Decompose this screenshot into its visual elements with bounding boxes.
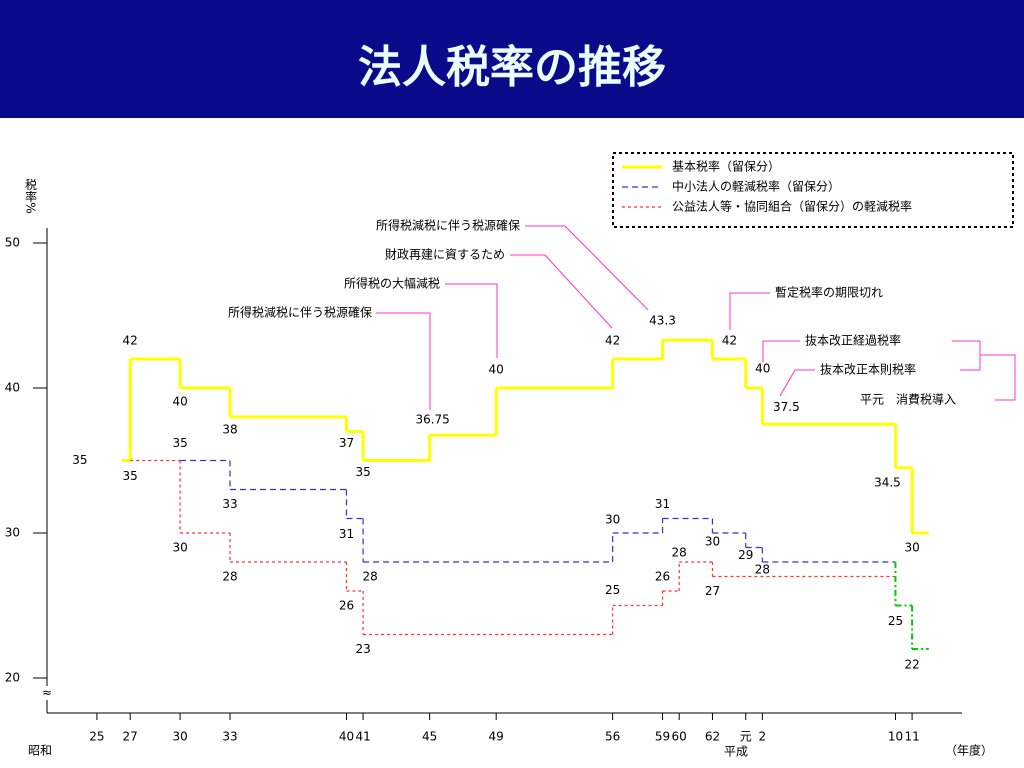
legend-label: 中小法人の軽減税率（留保分） bbox=[672, 179, 840, 194]
data-label: 34.5 bbox=[874, 475, 901, 489]
annotation: 暫定税率の期限切れ bbox=[775, 285, 883, 300]
callout bbox=[779, 369, 815, 397]
data-label: 37 bbox=[339, 436, 354, 450]
data-label: 42 bbox=[123, 334, 138, 348]
data-label: 37.5 bbox=[773, 400, 800, 414]
y-tick-label: 50 bbox=[5, 236, 20, 250]
data-label: 42 bbox=[605, 334, 620, 348]
annotation: 抜本改正経過税率 bbox=[805, 333, 901, 348]
data-label: 30 bbox=[705, 535, 720, 549]
data-label: 25 bbox=[605, 583, 620, 597]
data-label: 36.75 bbox=[415, 413, 449, 427]
callout bbox=[445, 283, 498, 358]
data-label: 30 bbox=[904, 541, 919, 555]
y-tick-label: 30 bbox=[5, 526, 20, 540]
x-tick-label: 2 bbox=[759, 730, 767, 744]
data-label: 27 bbox=[705, 584, 720, 598]
data-label: 28 bbox=[755, 563, 770, 577]
x-tick-label: 60 bbox=[672, 730, 687, 744]
data-label: 26 bbox=[339, 599, 354, 613]
legend-label: 基本税率（留保分） bbox=[672, 159, 780, 174]
x-axis-label: （年度） bbox=[945, 743, 993, 758]
y-tick-label: 20 bbox=[5, 671, 20, 685]
data-label: 40 bbox=[489, 363, 504, 377]
era-label: 平成 bbox=[724, 745, 748, 759]
annotation: 抜本改正本則税率 bbox=[820, 362, 916, 377]
callout bbox=[510, 254, 613, 329]
era-label: 昭和 bbox=[28, 744, 52, 758]
bracket bbox=[980, 354, 1016, 401]
callout bbox=[525, 225, 649, 311]
x-tick-label: 27 bbox=[123, 730, 138, 744]
callout bbox=[762, 340, 800, 362]
annotation: 財政再建に資するため bbox=[385, 247, 505, 262]
x-tick-label: 62 bbox=[705, 730, 720, 744]
data-label: 28 bbox=[672, 546, 687, 560]
data-label: 23 bbox=[355, 642, 370, 656]
x-tick-label: 元 bbox=[740, 730, 752, 744]
data-label: 31 bbox=[655, 497, 670, 511]
x-tick-label: 41 bbox=[355, 730, 370, 744]
annotation: 所得税の大幅減税 bbox=[344, 276, 440, 291]
data-label: 35 bbox=[123, 469, 138, 483]
data-label: 30 bbox=[172, 541, 187, 555]
axis-break: ≈ bbox=[42, 686, 52, 700]
callout bbox=[729, 292, 770, 330]
data-label: 35 bbox=[172, 436, 187, 450]
data-label: 38 bbox=[222, 423, 237, 437]
x-tick-label: 25 bbox=[89, 730, 104, 744]
x-tick-label: 33 bbox=[222, 730, 237, 744]
data-label: 30 bbox=[605, 513, 620, 527]
x-tick-label: 45 bbox=[422, 730, 437, 744]
x-tick-label: 49 bbox=[489, 730, 504, 744]
data-label: 28 bbox=[222, 570, 237, 584]
title: 法人税率の推移 bbox=[358, 42, 666, 93]
callout bbox=[376, 312, 431, 410]
data-label: 26 bbox=[655, 570, 670, 584]
data-label: 42 bbox=[722, 334, 737, 348]
legend-box bbox=[612, 152, 1014, 228]
data-label: 29 bbox=[738, 548, 753, 562]
data-label: 35 bbox=[355, 465, 370, 479]
x-tick-label: 10 bbox=[888, 730, 903, 744]
data-label: 43.3 bbox=[649, 314, 676, 328]
data-label: 28 bbox=[362, 570, 377, 584]
bracket bbox=[952, 340, 981, 371]
data-label: 22 bbox=[904, 658, 919, 672]
x-tick-label: 30 bbox=[172, 730, 187, 744]
data-label: 35 bbox=[72, 453, 87, 467]
annotation: 所得税減税に伴う税源確保 bbox=[376, 218, 520, 233]
data-label: 31 bbox=[339, 527, 354, 541]
annotation: 所得税減税に伴う税源確保 bbox=[228, 305, 372, 320]
legend-label: 公益法人等・協同組合（留保分）の軽減税率 bbox=[672, 199, 912, 214]
x-tick-label: 11 bbox=[904, 730, 919, 744]
data-label: 25 bbox=[888, 614, 903, 628]
y-tick-label: 40 bbox=[5, 381, 20, 395]
data-label: 40 bbox=[172, 395, 187, 409]
x-tick-label: 59 bbox=[655, 730, 670, 744]
x-tick-label: 56 bbox=[605, 730, 620, 744]
data-label: 33 bbox=[222, 497, 237, 511]
annotation: 平元 消費税導入 bbox=[860, 392, 956, 407]
data-label: 40 bbox=[755, 362, 770, 376]
y-axis-label: 税率% bbox=[24, 178, 38, 214]
header: 法人税率の推移 bbox=[0, 0, 1024, 118]
x-tick-label: 40 bbox=[339, 730, 354, 744]
